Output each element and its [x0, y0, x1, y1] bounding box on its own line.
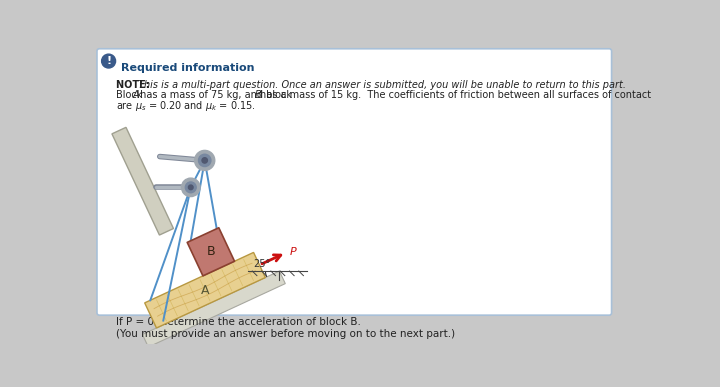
Circle shape — [102, 54, 116, 68]
Text: (You must provide an answer before moving on to the next part.): (You must provide an answer before movin… — [117, 329, 456, 339]
Text: has a mass of 75 kg, and block: has a mass of 75 kg, and block — [138, 89, 295, 99]
Circle shape — [202, 158, 207, 163]
Text: A: A — [132, 89, 139, 99]
Text: Block: Block — [117, 89, 146, 99]
Text: P: P — [289, 247, 296, 257]
Text: has a mass of 15 kg.  The coefficients of friction between all surfaces of conta: has a mass of 15 kg. The coefficients of… — [260, 89, 651, 99]
Text: B: B — [255, 89, 262, 99]
Polygon shape — [187, 228, 235, 276]
Polygon shape — [145, 252, 266, 328]
Text: are $\mu_s$ = 0.20 and $\mu_k$ = 0.15.: are $\mu_s$ = 0.20 and $\mu_k$ = 0.15. — [117, 99, 256, 113]
Text: A: A — [201, 284, 210, 297]
Circle shape — [194, 151, 215, 170]
Text: If P = 0, determine the acceleration of block B.: If P = 0, determine the acceleration of … — [117, 317, 361, 327]
Text: B: B — [207, 245, 215, 258]
FancyBboxPatch shape — [97, 49, 611, 315]
Text: Required information: Required information — [121, 63, 254, 73]
Circle shape — [189, 185, 193, 190]
Text: !: ! — [106, 56, 111, 66]
Circle shape — [199, 154, 211, 166]
Circle shape — [185, 182, 196, 193]
Text: This is a multi-part question. Once an answer is submitted, you will be unable t: This is a multi-part question. Once an a… — [138, 80, 626, 90]
Text: 25°: 25° — [253, 260, 271, 269]
Polygon shape — [143, 271, 285, 347]
Circle shape — [181, 178, 200, 197]
Text: NOTE:: NOTE: — [117, 80, 153, 90]
Polygon shape — [112, 127, 174, 235]
